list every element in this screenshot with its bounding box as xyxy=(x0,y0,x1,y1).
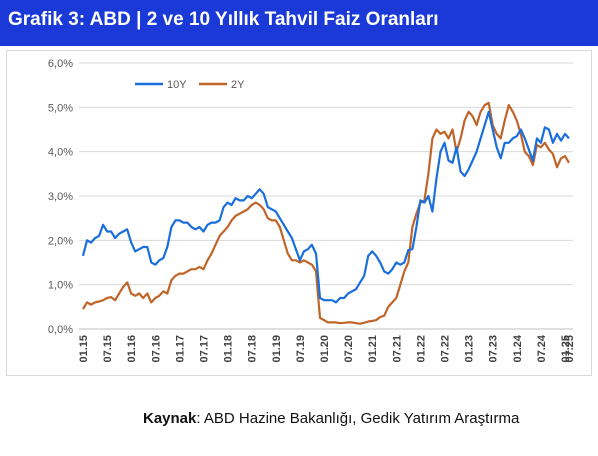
legend-label-2y: 2Y xyxy=(231,79,245,91)
x-tick-label: 01.19 xyxy=(271,335,283,363)
x-tick-label: 01.23 xyxy=(464,335,476,363)
y-tick-label: 6,0% xyxy=(48,58,73,70)
series-line-2y xyxy=(82,101,570,325)
x-tick-label: 01.17 xyxy=(174,335,186,363)
x-tick-label: 07.22 xyxy=(439,335,451,363)
y-tick-label: 4,0% xyxy=(48,147,73,159)
source-label: Kaynak xyxy=(143,410,197,427)
x-tick-label: 01.21 xyxy=(367,335,379,363)
source-text: : ABD Hazine Bakanlığı, Gedik Yatırım Ar… xyxy=(196,410,520,427)
legend-label-10y: 10Y xyxy=(167,79,187,91)
x-tick-label: 07.18 xyxy=(247,335,259,363)
chart-title: Grafik 3: ABD | 2 ve 10 Yıllık Tahvil Fa… xyxy=(8,9,439,30)
series-line-10y xyxy=(81,110,570,304)
x-tick-label: 07.25 xyxy=(564,335,576,363)
x-tick-label: 07.16 xyxy=(150,335,162,363)
x-tick-label: 07.21 xyxy=(391,335,403,363)
x-tick-label: 01.22 xyxy=(415,335,427,363)
x-tick-label: 07.15 xyxy=(102,335,114,363)
line-chart: 0,0% 1,0% 2,0% 3,0% 4,0% 5,0% 6,0% 01.15 07.15 01… xyxy=(48,58,576,363)
y-tick-label: 0,0% xyxy=(48,324,73,336)
y-tick-label: 5,0% xyxy=(48,102,73,114)
x-tick-label: 07.20 xyxy=(343,335,355,363)
x-tick-label: 01.25 xyxy=(560,335,572,363)
chart-frame: 0,0% 1,0% 2,0% 3,0% 4,0% 5,0% 6,0% 01.15 07.15 01… xyxy=(6,50,592,376)
x-tick-label: 01.15 xyxy=(78,335,90,363)
y-tick-label: 1,0% xyxy=(48,280,73,292)
x-tick-label: 07.17 xyxy=(198,335,210,363)
source-note: Kaynak: ABD Hazine Bakanlığı, Gedik Yatı… xyxy=(143,410,519,427)
title-bar: Grafik 3: ABD | 2 ve 10 Yıllık Tahvil Fa… xyxy=(0,0,598,46)
x-tick-label: 07.19 xyxy=(295,335,307,363)
x-tick-label: 01.20 xyxy=(319,335,331,363)
y-tick-label: 3,0% xyxy=(48,191,73,203)
x-tick-label: 07.23 xyxy=(488,335,500,363)
x-tick-label: 01.18 xyxy=(223,335,235,363)
y-tick-label: 2,0% xyxy=(48,235,73,247)
x-tick-label: 01.16 xyxy=(126,335,138,363)
x-tick-label: 01.24 xyxy=(512,334,524,362)
x-tick-label: 07.24 xyxy=(536,334,548,362)
